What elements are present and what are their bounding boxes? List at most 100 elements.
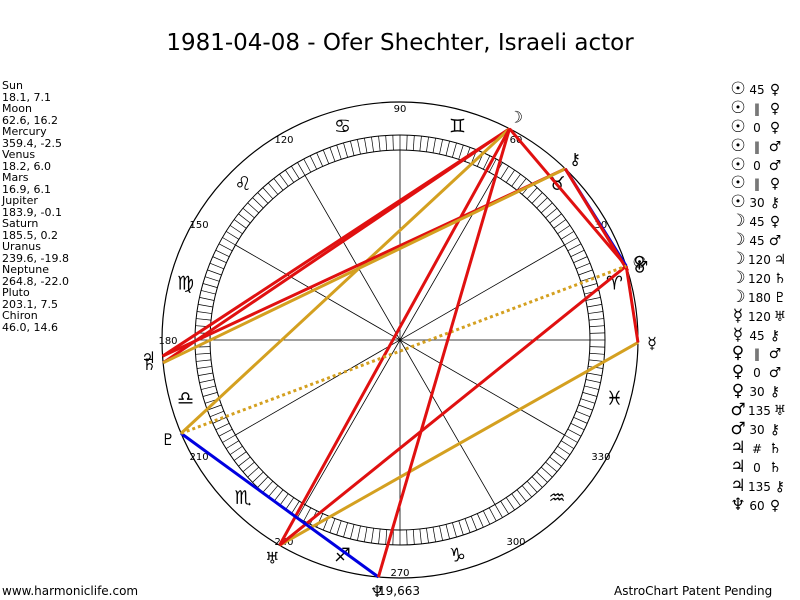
planet-values: 239.6, -19.8 (2, 251, 69, 265)
degree-tick (452, 522, 457, 538)
aspect-planet-b-glyph: ♂ (768, 233, 782, 250)
aspect-planet-b-glyph: ♂ (768, 365, 782, 382)
degree-tick (247, 202, 260, 214)
degree-tick (309, 155, 318, 170)
planet-glyph: ☽ (509, 107, 523, 126)
degree-tick (196, 359, 212, 362)
degree-tick (406, 135, 408, 151)
aspect-planet-a-glyph: ☉ (730, 135, 746, 156)
degree-tick (336, 144, 342, 160)
planet-values: 46.0, 14.6 (2, 320, 58, 334)
zodiac-sign-glyph: ♐ (334, 544, 351, 566)
degree-tick (589, 352, 605, 355)
planet-glyph: ♅ (265, 548, 279, 567)
aspect-planet-b-glyph: ⚷ (774, 478, 786, 495)
degree-tick (545, 207, 558, 219)
degree-tick (218, 428, 233, 437)
degree-tick (371, 136, 374, 152)
degree-tick (201, 385, 216, 390)
degree-tick (196, 311, 212, 314)
degree-tick (297, 162, 306, 176)
aspect-planet-b-glyph: ♄ (768, 440, 782, 457)
degree-tick (262, 480, 274, 493)
degree-tick (285, 169, 295, 183)
aspect-planet-a-glyph: ♃ (730, 456, 746, 477)
degree-tick (557, 445, 571, 455)
degree-tick (247, 466, 260, 478)
aspect-planet-a-glyph: ♂ (730, 400, 746, 421)
planet-name: Saturn (2, 217, 39, 230)
aspect-planet-a-glyph: ♃ (730, 475, 746, 496)
planet-values: 203.1, 7.5 (2, 297, 58, 311)
degree-tick (329, 518, 336, 533)
degree-label: 90 (394, 104, 407, 115)
degree-tick (238, 456, 251, 467)
degree-tick (199, 297, 215, 301)
zodiac-sign-glyph: ♎ (177, 387, 194, 409)
degree-tick (549, 213, 562, 224)
degree-tick (406, 529, 408, 545)
degree-tick (267, 182, 279, 195)
degree-tick (336, 520, 342, 536)
degree-tick (215, 249, 230, 258)
aspect-type: 120 (748, 309, 771, 324)
degree-ticks (195, 135, 605, 545)
degree-tick (567, 243, 582, 252)
degree-tick (464, 518, 471, 533)
aspect-planet-b-glyph: ♀ (769, 100, 781, 117)
aspect-row: ☿ 120 ♅ (728, 306, 800, 326)
degree-tick (209, 410, 224, 418)
planet-values: 62.6, 16.2 (2, 113, 58, 127)
planet-values: 183.9, -0.1 (2, 205, 62, 219)
degree-tick (536, 197, 548, 209)
planet-name: Mercury (2, 125, 47, 138)
aspect-planet-b-glyph: ⚷ (769, 327, 781, 344)
aspect-planet-a-glyph: ♂ (730, 419, 746, 440)
degree-tick (589, 332, 605, 334)
degree-tick (303, 158, 312, 173)
degree-tick (439, 525, 443, 541)
aspect-planet-a-glyph: ☽ (730, 211, 746, 232)
aspect-row: ♃ # ♄ (728, 439, 800, 458)
aspect-type: 0 (753, 120, 761, 135)
degree-tick (357, 139, 361, 155)
degree-tick (419, 528, 422, 544)
aspect-planet-b-glyph: ♂ (768, 138, 782, 155)
degree-tick (564, 237, 578, 246)
degree-tick (202, 392, 218, 397)
planet-name: Venus (2, 148, 36, 161)
degree-tick (357, 525, 361, 541)
degree-tick (589, 346, 605, 348)
planet-glyph: ♂ (634, 258, 648, 277)
degree-tick (588, 311, 604, 314)
degree-tick (505, 169, 515, 183)
zodiac-sign-glyph: ♊ (449, 116, 466, 138)
degree-tick (516, 489, 527, 502)
footer-website: www.harmoniclife.com (2, 584, 139, 598)
degree-tick (225, 231, 240, 240)
degree-tick (564, 434, 578, 443)
aspect-row: ☉ ‖ ♂ (728, 135, 800, 156)
degree-tick (412, 529, 415, 545)
aspect-row: ♀ 30 ⚷ (728, 382, 800, 401)
degree-tick (242, 207, 255, 219)
planet-glyph: ♄ (142, 355, 156, 374)
aspect-type: 120 (748, 253, 771, 268)
aspect-row: ☉ ‖ ♀ (728, 98, 800, 118)
degree-tick (585, 379, 601, 383)
degree-tick (452, 142, 457, 158)
aspect-row: ☉ 0 ♂ (728, 155, 800, 175)
planet-name: Sun (2, 79, 23, 92)
aspect-type: ‖ (754, 347, 760, 362)
degree-tick (257, 476, 269, 488)
planet-name: Mars (2, 171, 29, 184)
planet-values: 18.2, 6.0 (2, 159, 51, 173)
degree-tick (196, 366, 212, 369)
aspect-planet-b-glyph: ♀ (769, 497, 781, 514)
degree-tick (222, 237, 236, 246)
footer-patent: AstroChart Patent Pending (614, 584, 773, 598)
degree-tick (303, 507, 312, 522)
aspect-planet-b-glyph: ⚷ (769, 384, 781, 401)
degree-tick (445, 524, 450, 539)
